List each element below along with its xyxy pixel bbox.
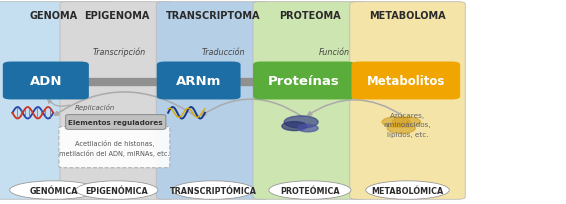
- Ellipse shape: [10, 181, 98, 199]
- Circle shape: [284, 116, 318, 129]
- FancyBboxPatch shape: [59, 127, 170, 168]
- FancyBboxPatch shape: [0, 3, 114, 199]
- Text: METABOLÓMICA: METABOLÓMICA: [371, 186, 444, 195]
- Ellipse shape: [366, 181, 449, 199]
- Text: Transcripción: Transcripción: [92, 48, 145, 57]
- FancyBboxPatch shape: [350, 3, 465, 199]
- Circle shape: [282, 122, 307, 131]
- Text: Función: Función: [319, 48, 349, 57]
- Text: GENÓMICA: GENÓMICA: [29, 186, 78, 195]
- Text: Traducción: Traducción: [201, 48, 246, 57]
- Text: GENOMA: GENOMA: [29, 11, 78, 21]
- FancyBboxPatch shape: [253, 62, 355, 100]
- Text: TRANSCRIPTOMA: TRANSCRIPTOMA: [166, 11, 260, 21]
- Text: Elementos reguladores: Elementos reguladores: [68, 119, 163, 125]
- Circle shape: [387, 123, 415, 134]
- Text: EPIGENÓMICA: EPIGENÓMICA: [85, 186, 148, 195]
- Text: Proteínas: Proteínas: [268, 75, 340, 88]
- Text: EPIGENOMA: EPIGENOMA: [84, 11, 149, 21]
- Ellipse shape: [76, 181, 158, 199]
- Text: ADN: ADN: [29, 75, 62, 88]
- Text: PROTEOMA: PROTEOMA: [279, 11, 341, 21]
- Text: Acetilación de histonas,
metilación del ADN, miRNAs, etc.: Acetilación de histonas, metilación del …: [59, 139, 170, 156]
- Circle shape: [382, 117, 410, 128]
- Text: METABOLOMA: METABOLOMA: [369, 11, 446, 21]
- Circle shape: [392, 117, 421, 128]
- Text: Replicación: Replicación: [75, 104, 115, 111]
- FancyBboxPatch shape: [253, 3, 367, 199]
- FancyBboxPatch shape: [157, 62, 241, 100]
- Text: ARNm: ARNm: [176, 75, 221, 88]
- FancyBboxPatch shape: [351, 62, 460, 100]
- Circle shape: [298, 125, 318, 132]
- FancyBboxPatch shape: [66, 115, 166, 130]
- Ellipse shape: [269, 181, 351, 199]
- FancyBboxPatch shape: [156, 3, 270, 199]
- Text: TRANSCRIPTÓMICA: TRANSCRIPTÓMICA: [170, 186, 256, 195]
- Text: Azúcares,
aminoácidos,
lípidos, etc.: Azúcares, aminoácidos, lípidos, etc.: [384, 112, 431, 137]
- Text: PROTEÓMICA: PROTEÓMICA: [280, 186, 340, 195]
- FancyBboxPatch shape: [3, 62, 89, 100]
- Text: Metabolitos: Metabolitos: [367, 75, 445, 88]
- Ellipse shape: [172, 181, 254, 199]
- FancyBboxPatch shape: [60, 3, 174, 199]
